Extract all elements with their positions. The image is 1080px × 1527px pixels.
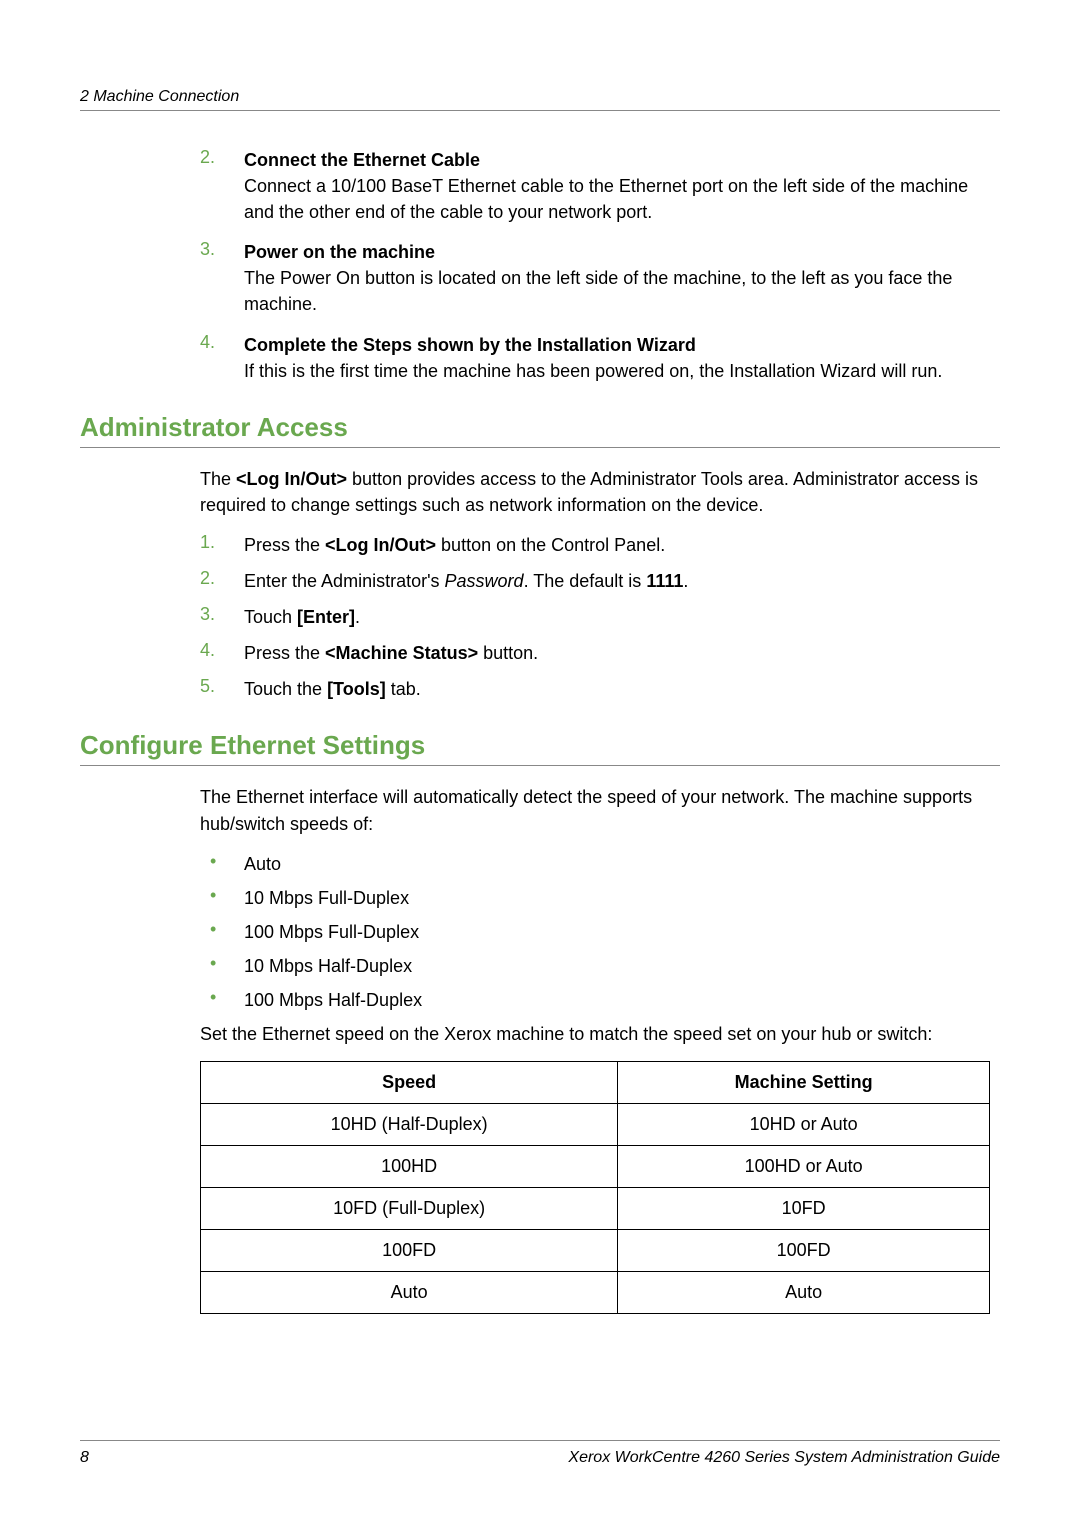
text: Touch the bbox=[244, 679, 327, 699]
step-number: 4. bbox=[200, 332, 244, 384]
step-item: 3. Power on the machine The Power On but… bbox=[200, 239, 990, 317]
step-number: 2. bbox=[200, 147, 244, 225]
list-item: • Auto bbox=[200, 851, 990, 877]
table-row: 100HD 100HD or Auto bbox=[201, 1146, 990, 1188]
step-text: The Power On button is located on the le… bbox=[244, 268, 952, 314]
admin-step: 3. Touch [Enter]. bbox=[200, 604, 990, 630]
italic-text: Password bbox=[445, 571, 524, 591]
col-speed: Speed bbox=[201, 1062, 618, 1104]
ethernet-intro: The Ethernet interface will automaticall… bbox=[200, 784, 990, 836]
step-number: 3. bbox=[200, 604, 244, 630]
text: . bbox=[355, 607, 360, 627]
bullet-icon: • bbox=[200, 919, 244, 945]
speed-table: Speed Machine Setting 10HD (Half-Duplex)… bbox=[200, 1061, 990, 1314]
bullet-text: 100 Mbps Full-Duplex bbox=[244, 919, 990, 945]
text: Press the bbox=[244, 643, 325, 663]
page-number: 8 bbox=[80, 1449, 89, 1467]
initial-steps-block: 2. Connect the Ethernet Cable Connect a … bbox=[80, 147, 1000, 384]
step-title: Power on the machine bbox=[244, 242, 435, 262]
section-rule bbox=[80, 447, 1000, 448]
admin-intro: The <Log In/Out> button provides access … bbox=[200, 466, 990, 518]
step-number: 5. bbox=[200, 676, 244, 702]
bullet-text: 10 Mbps Half-Duplex bbox=[244, 953, 990, 979]
page-footer: 8 Xerox WorkCentre 4260 Series System Ad… bbox=[80, 1440, 1000, 1467]
admin-step: 5. Touch the [Tools] tab. bbox=[200, 676, 990, 702]
bold-text: 1111 bbox=[646, 571, 683, 591]
table-row: Auto Auto bbox=[201, 1272, 990, 1314]
text: button. bbox=[478, 643, 538, 663]
bullet-text: 100 Mbps Half-Duplex bbox=[244, 987, 990, 1013]
cell: 10HD (Half-Duplex) bbox=[201, 1104, 618, 1146]
step-text: Connect a 10/100 BaseT Ethernet cable to… bbox=[244, 176, 968, 222]
step-body: Connect the Ethernet Cable Connect a 10/… bbox=[244, 147, 990, 225]
step-body: Press the <Log In/Out> button on the Con… bbox=[244, 532, 990, 558]
list-item: • 100 Mbps Half-Duplex bbox=[200, 987, 990, 1013]
bold-text: [Enter] bbox=[297, 607, 355, 627]
admin-step: 2. Enter the Administrator's Password. T… bbox=[200, 568, 990, 594]
text: Touch bbox=[244, 607, 297, 627]
admin-step: 4. Press the <Machine Status> button. bbox=[200, 640, 990, 666]
bullet-icon: • bbox=[200, 851, 244, 877]
cell: 100FD bbox=[618, 1230, 990, 1272]
cell: Auto bbox=[618, 1272, 990, 1314]
list-item: • 10 Mbps Half-Duplex bbox=[200, 953, 990, 979]
step-body: Press the <Machine Status> button. bbox=[244, 640, 990, 666]
login-bold: <Log In/Out> bbox=[236, 469, 347, 489]
table-row: 10HD (Half-Duplex) 10HD or Auto bbox=[201, 1104, 990, 1146]
step-text: If this is the first time the machine ha… bbox=[244, 361, 942, 381]
footer-title: Xerox WorkCentre 4260 Series System Admi… bbox=[568, 1449, 1000, 1467]
bullet-icon: • bbox=[200, 987, 244, 1013]
chapter-header: 2 Machine Connection bbox=[80, 88, 1000, 111]
cell: Auto bbox=[201, 1272, 618, 1314]
text: Press the bbox=[244, 535, 325, 555]
text: button on the Control Panel. bbox=[436, 535, 665, 555]
step-body: Touch [Enter]. bbox=[244, 604, 990, 630]
step-number: 1. bbox=[200, 532, 244, 558]
bold-text: <Machine Status> bbox=[325, 643, 478, 663]
step-title: Connect the Ethernet Cable bbox=[244, 150, 480, 170]
cell: 10FD (Full-Duplex) bbox=[201, 1188, 618, 1230]
step-item: 2. Connect the Ethernet Cable Connect a … bbox=[200, 147, 990, 225]
bullet-text: 10 Mbps Full-Duplex bbox=[244, 885, 990, 911]
step-body: Touch the [Tools] tab. bbox=[244, 676, 990, 702]
text: . bbox=[683, 571, 688, 591]
section-rule bbox=[80, 765, 1000, 766]
step-number: 4. bbox=[200, 640, 244, 666]
step-body: Power on the machine The Power On button… bbox=[244, 239, 990, 317]
cell: 100HD bbox=[201, 1146, 618, 1188]
ethernet-block: The Ethernet interface will automaticall… bbox=[80, 784, 1000, 1314]
text: Enter the Administrator's bbox=[244, 571, 445, 591]
table-row: 100FD 100FD bbox=[201, 1230, 990, 1272]
step-number: 3. bbox=[200, 239, 244, 317]
col-setting: Machine Setting bbox=[618, 1062, 990, 1104]
text: tab. bbox=[386, 679, 421, 699]
step-number: 2. bbox=[200, 568, 244, 594]
bullet-text: Auto bbox=[244, 851, 990, 877]
text: . The default is bbox=[524, 571, 647, 591]
list-item: • 100 Mbps Full-Duplex bbox=[200, 919, 990, 945]
cell: 10HD or Auto bbox=[618, 1104, 990, 1146]
step-title: Complete the Steps shown by the Installa… bbox=[244, 335, 696, 355]
table-intro: Set the Ethernet speed on the Xerox mach… bbox=[200, 1021, 990, 1047]
table-header-row: Speed Machine Setting bbox=[201, 1062, 990, 1104]
bullet-icon: • bbox=[200, 885, 244, 911]
bold-text: [Tools] bbox=[327, 679, 386, 699]
cell: 100HD or Auto bbox=[618, 1146, 990, 1188]
admin-access-block: The <Log In/Out> button provides access … bbox=[80, 466, 1000, 703]
bold-text: <Log In/Out> bbox=[325, 535, 436, 555]
cell: 100FD bbox=[201, 1230, 618, 1272]
text: The bbox=[200, 469, 236, 489]
step-body: Complete the Steps shown by the Installa… bbox=[244, 332, 990, 384]
admin-step: 1. Press the <Log In/Out> button on the … bbox=[200, 532, 990, 558]
cell: 10FD bbox=[618, 1188, 990, 1230]
list-item: • 10 Mbps Full-Duplex bbox=[200, 885, 990, 911]
ethernet-heading: Configure Ethernet Settings bbox=[80, 730, 1000, 761]
table-row: 10FD (Full-Duplex) 10FD bbox=[201, 1188, 990, 1230]
admin-access-heading: Administrator Access bbox=[80, 412, 1000, 443]
step-body: Enter the Administrator's Password. The … bbox=[244, 568, 990, 594]
step-item: 4. Complete the Steps shown by the Insta… bbox=[200, 332, 990, 384]
bullet-icon: • bbox=[200, 953, 244, 979]
